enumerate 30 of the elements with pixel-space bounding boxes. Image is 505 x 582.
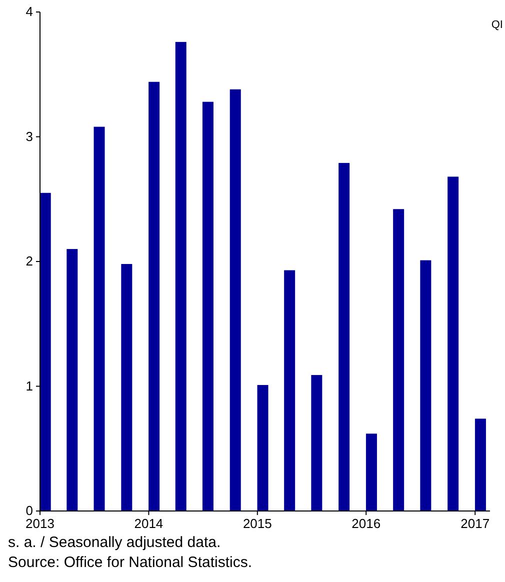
bar — [175, 42, 186, 511]
y-tick-label: 2 — [26, 254, 33, 268]
text: QI — [491, 19, 503, 31]
x-tick-label: 2013 — [26, 516, 54, 531]
bar — [420, 260, 432, 511]
bar — [474, 418, 486, 511]
x-tick-label: 2017 — [460, 516, 490, 531]
y-tick-label: 0 — [26, 503, 33, 518]
bar — [202, 102, 214, 511]
bar — [230, 89, 241, 511]
bar — [311, 375, 322, 511]
y-tick-label: 3 — [26, 128, 33, 144]
text: s. a. / Seasonally adjusted data. — [8, 534, 221, 551]
bar — [121, 264, 132, 511]
y-tick-label: 4 — [26, 4, 33, 19]
bar — [94, 126, 105, 511]
bar — [393, 209, 404, 511]
x-tick-label: 2015 — [242, 516, 272, 531]
bar — [338, 162, 350, 511]
bar — [40, 192, 51, 511]
x-tick-label: 2016 — [352, 516, 381, 531]
bar — [448, 176, 459, 511]
bar — [284, 270, 296, 511]
bar — [257, 385, 268, 511]
x-tick-label: 2014 — [134, 516, 164, 531]
bar — [148, 82, 160, 511]
bar — [66, 249, 78, 511]
y-tick-label: 1 — [26, 378, 33, 394]
bar — [366, 434, 377, 511]
source-note: Source: Office for National Statistics. — [8, 554, 252, 571]
